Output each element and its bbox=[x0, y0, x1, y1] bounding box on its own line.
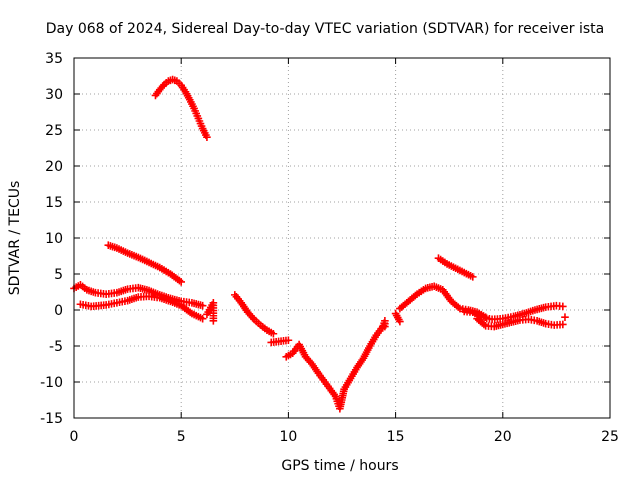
series-points-near-14h bbox=[378, 317, 389, 332]
grid-lines bbox=[74, 58, 610, 418]
series-arc-high bbox=[151, 75, 211, 141]
y-tick-label: 20 bbox=[45, 159, 63, 175]
series-points-near-9h bbox=[267, 336, 293, 347]
series-arc-morning-upper bbox=[70, 281, 207, 310]
y-tick-label: 15 bbox=[45, 195, 63, 211]
y-tick-label: -15 bbox=[40, 411, 63, 427]
y-tick-label: -10 bbox=[40, 375, 63, 391]
data-point bbox=[284, 336, 293, 345]
data-points bbox=[70, 75, 569, 413]
x-tick-labels: 0 5 10 15 20 25 bbox=[70, 429, 619, 445]
x-axis-label: GPS time / hours bbox=[281, 458, 398, 474]
data-point bbox=[203, 133, 211, 141]
axis-ticks bbox=[73, 57, 611, 419]
y-tick-label: 30 bbox=[45, 87, 63, 103]
series-arc-morning-lower bbox=[76, 292, 207, 323]
x-tick-label: 5 bbox=[177, 429, 186, 445]
data-point bbox=[468, 273, 477, 281]
x-tick-label: 20 bbox=[494, 429, 512, 445]
y-tick-label: 25 bbox=[45, 123, 63, 139]
y-tick-label: 5 bbox=[54, 267, 63, 283]
y-axis-label: SDTVAR / TECUs bbox=[7, 181, 23, 296]
y-tick-label: 10 bbox=[45, 231, 63, 247]
series-arc-late-lower bbox=[473, 314, 567, 331]
data-point bbox=[209, 317, 218, 325]
series-point-near-23h bbox=[561, 313, 569, 321]
series-points-near-15h bbox=[391, 309, 404, 326]
data-point bbox=[561, 313, 569, 321]
data-point bbox=[559, 302, 567, 311]
data-point bbox=[559, 320, 567, 329]
y-tick-label: 35 bbox=[45, 51, 63, 67]
y-tick-labels: -15 -10 -5 0 5 10 15 20 25 30 35 bbox=[40, 51, 63, 427]
x-tick-label: 25 bbox=[601, 429, 619, 445]
x-tick-label: 10 bbox=[279, 429, 297, 445]
x-tick-label: 15 bbox=[387, 429, 405, 445]
data-point bbox=[198, 301, 207, 310]
data-point bbox=[198, 314, 207, 323]
x-tick-label: 0 bbox=[70, 429, 79, 445]
series-arc-evening-descending bbox=[434, 254, 477, 281]
data-point bbox=[177, 278, 185, 286]
data-point bbox=[269, 329, 278, 338]
series-arc-descending bbox=[104, 241, 185, 286]
series-arc-evening-decline bbox=[231, 291, 278, 338]
chart-title: Day 068 of 2024, Sidereal Day-to-day VTE… bbox=[46, 21, 604, 37]
y-tick-label: 0 bbox=[54, 303, 63, 319]
data-point bbox=[396, 317, 404, 326]
y-tick-label: -5 bbox=[49, 339, 63, 355]
data-point bbox=[381, 322, 389, 331]
series-scatter-near-6h bbox=[203, 299, 218, 325]
